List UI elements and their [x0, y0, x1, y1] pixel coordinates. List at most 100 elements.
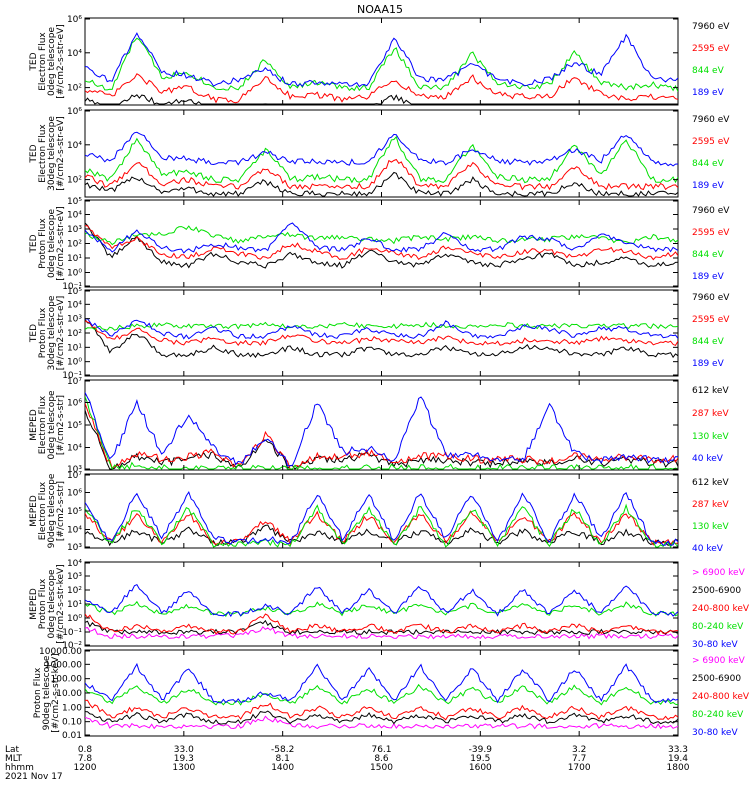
x-tick-label-hhmm: 1800: [667, 763, 690, 773]
y-axis-label: Electron Flux: [38, 481, 48, 540]
series-line: [85, 222, 678, 254]
y-tick-label: 100.00: [51, 675, 83, 685]
x-tick-label-mlt: 19.5: [470, 754, 490, 764]
y-tick-label: 10⁶: [67, 489, 82, 499]
legend-entry: 2595 eV: [692, 44, 730, 54]
legend-entry: 189 eV: [692, 272, 725, 282]
y-tick-label: 1000.00: [45, 660, 82, 670]
panel-7: 10⁻² 10⁻¹ 10⁰ 10¹ 10² 10³ 10⁴ MEPED Proton Flux 0…: [29, 559, 750, 651]
series-line: [85, 319, 678, 359]
panel-5: 10³ 10⁴ 10⁵ 10⁶ 10⁷ MEPED Electron Flux 0deg te…: [29, 377, 729, 475]
series-line: [85, 524, 678, 547]
legend-entry: 130 keV: [692, 522, 729, 532]
y-tick-label: 0.01: [62, 731, 82, 741]
legend-entry: 40 keV: [692, 544, 724, 554]
y-tick-label: 10²: [67, 176, 82, 186]
x-tick-label-lat: 0.8: [78, 745, 93, 755]
legend-entry: 130 keV: [692, 432, 729, 442]
series-line: [85, 490, 678, 546]
y-axis-label: 0deg telescope: [47, 569, 57, 639]
y-axis-label: Proton Flux: [38, 218, 48, 269]
x-tick-label-lat: -58.2: [271, 745, 294, 755]
series-line: [85, 662, 678, 704]
panel-4: 10⁻¹ 10⁰ 10¹ 10² 10³ 10⁴ 10⁵ TED Proton Flux 30de…: [29, 287, 730, 381]
panel-6: 10³ 10⁴ 10⁵ 10⁶ 10⁷ MEPED Electron Flux 90deg t…: [29, 471, 729, 554]
series-line: [85, 600, 678, 618]
legend-entry: 7960 eV: [692, 22, 730, 32]
legend-entry: 844 eV: [692, 337, 725, 347]
y-tick-label: 10⁻¹: [62, 628, 82, 638]
series-line: [85, 510, 678, 546]
y-axis-label: Proton Flux: [33, 667, 43, 718]
y-axis-label: Electron Flux: [38, 32, 48, 91]
legend-entry: > 6900 keV: [692, 568, 746, 578]
y-tick-label: 10⁰: [67, 614, 82, 624]
y-axis-label: TED: [29, 52, 39, 71]
x-tick-label-mlt: 7.8: [78, 754, 93, 764]
y-tick-label: 10⁰: [67, 269, 82, 279]
y-tick-label: 10⁵: [67, 197, 82, 207]
legend-entry: 7960 eV: [692, 115, 730, 125]
y-axis-label: 0deg telescope: [47, 27, 57, 97]
legend-entry: 80-240 keV: [692, 622, 744, 632]
series-line: [85, 583, 678, 618]
y-tick-label: 10²: [67, 84, 82, 94]
y-axis-label: 90deg telescope: [47, 473, 57, 548]
x-row-label: Lat: [5, 745, 20, 755]
series-line: [85, 409, 678, 470]
legend-entry: 30-80 keV: [692, 640, 738, 650]
x-row-label: 2021 Nov 17: [5, 772, 63, 782]
y-tick-label: 10⁻¹: [62, 282, 82, 292]
legend-entry: 7960 eV: [692, 206, 730, 216]
y-axis-label: MEPED: [29, 588, 39, 620]
y-axis-label: Electron Flux: [38, 124, 48, 183]
legend-entry: 844 eV: [692, 66, 725, 76]
x-tick-label-hhmm: 1600: [469, 763, 492, 773]
series-line: [85, 503, 678, 548]
legend-entry: 287 keV: [692, 409, 729, 419]
y-axis-label: TED: [29, 234, 39, 253]
y-tick-label: 10⁷: [67, 471, 82, 481]
y-tick-label: 10³: [67, 465, 82, 475]
series-line: [85, 318, 678, 340]
series-line: [85, 131, 678, 167]
legend-entry: 240-800 keV: [692, 692, 750, 702]
legend-entry: 612 keV: [692, 478, 729, 488]
x-tick-label-lat: -39.9: [469, 745, 493, 755]
y-axis-label: [#/cm2-s-str-eV]: [56, 296, 66, 371]
series-line: [85, 619, 678, 636]
y-axis-label: 30deg telescope: [47, 116, 57, 191]
legend-entry: 844 eV: [692, 159, 725, 169]
legend-entry: 240-800 keV: [692, 604, 750, 614]
y-tick-label: 10¹: [67, 600, 82, 610]
y-tick-label: 10²: [67, 240, 82, 250]
y-axis-label: [#/cm2-s-str-eV]: [56, 116, 66, 191]
legend-entry: 189 eV: [692, 88, 725, 98]
panel-8: 0.01 0.10 1.00 10.00 100.00 1000.00 10000.00 Pr…: [33, 647, 750, 741]
legend-entry: 2595 eV: [692, 137, 730, 147]
legend-entry: 30-80 keV: [692, 728, 738, 738]
y-tick-label: 10⁶: [67, 107, 82, 117]
y-tick-label: 10³: [67, 572, 82, 582]
y-tick-label: 10⁶: [67, 15, 82, 25]
y-tick-label: 10²: [67, 586, 82, 596]
y-axis-label: [#/cm2-s-str-eV]: [56, 24, 66, 99]
series-line: [85, 222, 678, 269]
panel-1: 10² 10⁴ 10⁶ TED Electron Flux 0deg telescope[…: [29, 15, 730, 106]
series-line: [85, 683, 678, 706]
series-line: [85, 320, 678, 347]
x-tick-label-mlt: 19.3: [174, 754, 194, 764]
x-tick-label-mlt: 19.4: [668, 754, 688, 764]
legend-entry: 2595 eV: [692, 228, 730, 238]
y-tick-label: 1.00: [62, 703, 82, 713]
x-tick-label-hhmm: 1500: [370, 763, 393, 773]
series-line: [85, 321, 678, 331]
legend-entry: > 6900 keV: [692, 656, 746, 666]
y-axis-label: Proton Flux: [38, 578, 48, 629]
series-line: [85, 32, 678, 88]
y-tick-label: 10⁴: [67, 211, 82, 221]
y-tick-label: 10²: [67, 329, 82, 339]
